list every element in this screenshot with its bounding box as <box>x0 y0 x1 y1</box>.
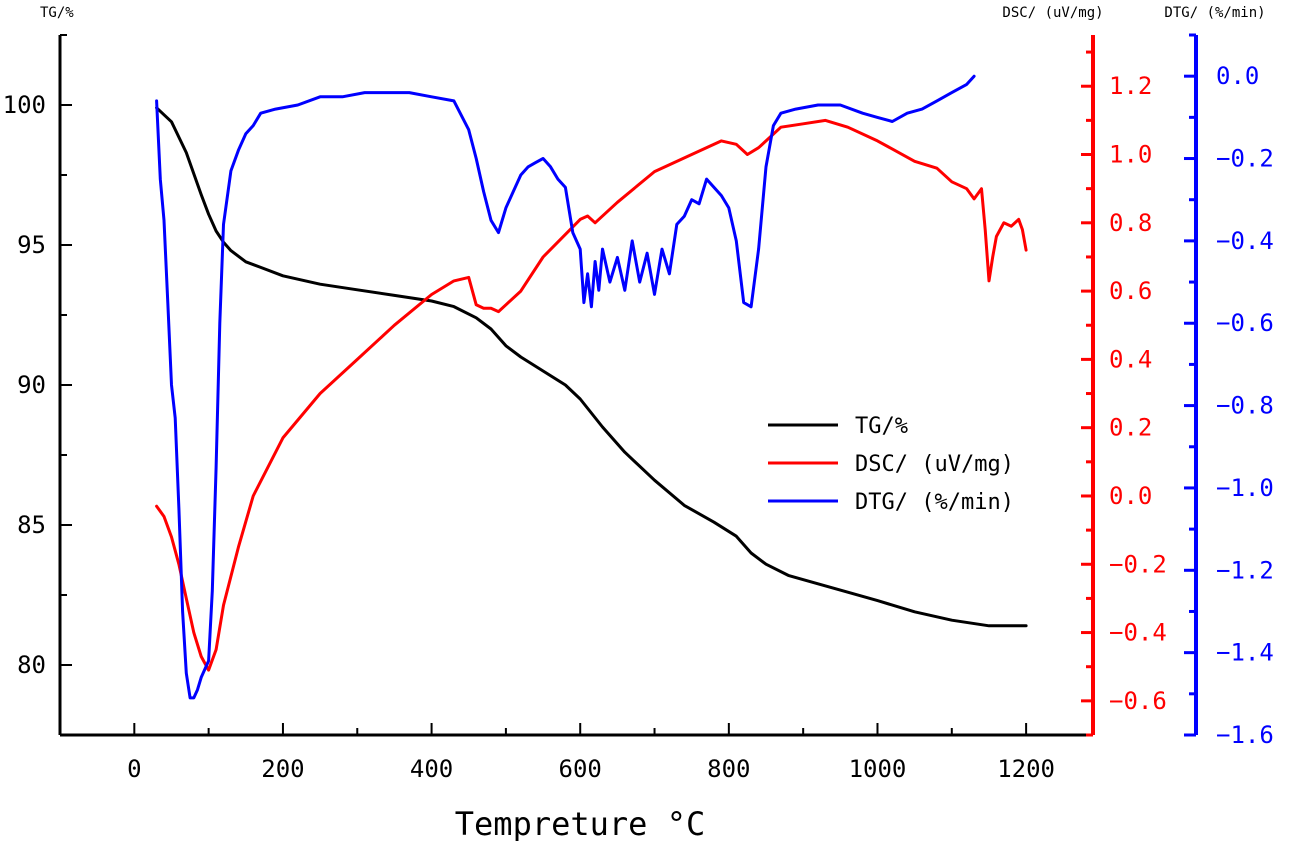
x-tick-label: 400 <box>410 755 453 783</box>
dsc-tick-label: 0.0 <box>1109 482 1152 510</box>
dtg-tick-label: −0.4 <box>1216 227 1274 255</box>
dtg-tick-label: −0.8 <box>1216 392 1274 420</box>
dsc-tick-label: 0.8 <box>1109 209 1152 237</box>
tg-series-line <box>155 106 1028 628</box>
tg-axis-title: TG/% <box>40 5 74 21</box>
dtg-series-line <box>155 74 976 700</box>
dsc-axis: −0.6 −0.4 −0.2 0.0 0.2 0.4 0.6 0.8 1.0 1.2 <box>1081 35 1167 737</box>
legend-item-dtg-label: DTG/ (%/min) <box>855 490 1014 515</box>
x-tick-label: 200 <box>261 755 304 783</box>
dtg-tick-label: 0.0 <box>1216 62 1259 90</box>
dsc-tick-label: 1.0 <box>1109 141 1152 169</box>
dsc-tick-label: 1.2 <box>1109 72 1152 100</box>
dsc-axis-title: DSC/ (uV/mg) <box>1002 5 1103 21</box>
x-tick-label: 0 <box>127 755 141 783</box>
tg-tick-label: 80 <box>17 651 46 679</box>
dsc-tick-label: 0.4 <box>1109 345 1152 373</box>
dtg-axis: −1.6 −1.4 −1.2 −1.0 −0.8 −0.6 −0.4 −0.2 0.0 <box>1184 33 1274 749</box>
x-axis-title: Tempreture °C <box>455 805 705 841</box>
tg-tick-label: 85 <box>17 511 46 539</box>
dtg-axis-title: DTG/ (%/min) <box>1164 5 1265 21</box>
dsc-tick-label: −0.4 <box>1109 619 1167 647</box>
series-layer <box>155 74 1028 700</box>
dtg-tick-label: −1.4 <box>1216 639 1274 667</box>
plot-frame <box>58 35 1093 737</box>
legend-item-tg-label: TG/% <box>855 414 908 439</box>
x-tick-label: 1200 <box>997 755 1055 783</box>
tg-axis: 80 85 90 95 100 <box>3 34 72 736</box>
dtg-tick-label: −0.6 <box>1216 309 1274 337</box>
dsc-tick-label: 0.6 <box>1109 277 1152 305</box>
dsc-tick-label: −0.6 <box>1109 687 1167 715</box>
tg-tick-label: 95 <box>17 231 46 259</box>
legend-item-dsc-label: DSC/ (uV/mg) <box>855 452 1014 477</box>
dsc-tick-label: 0.2 <box>1109 414 1152 442</box>
dsc-tick-label: −0.2 <box>1109 550 1167 578</box>
x-tick-label: 600 <box>559 755 602 783</box>
legend: TG/% DSC/ (uV/mg) DTG/ (%/min) <box>768 414 1014 515</box>
x-tick-label: 1000 <box>849 755 907 783</box>
dtg-tick-label: −1.0 <box>1216 474 1274 502</box>
dtg-tick-label: −1.6 <box>1216 721 1274 749</box>
x-tick-label: 800 <box>707 755 750 783</box>
dsc-series-line <box>155 118 1028 672</box>
dtg-tick-label: −0.2 <box>1216 145 1274 173</box>
dtg-tick-label: −1.2 <box>1216 556 1274 584</box>
x-axis: 0 200 400 600 800 1000 1200 <box>59 723 1055 783</box>
tg-tick-label: 100 <box>3 91 46 119</box>
tg-tick-label: 90 <box>17 371 46 399</box>
